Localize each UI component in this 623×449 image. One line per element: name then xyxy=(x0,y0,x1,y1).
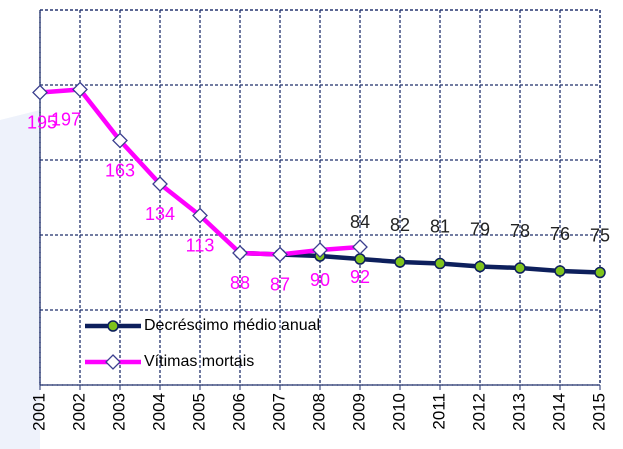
legend-label: Vítimas mortais xyxy=(144,353,254,370)
marker xyxy=(554,265,566,277)
marker xyxy=(474,260,486,273)
x-tick-label: 2015 xyxy=(589,393,608,431)
data-label: 90 xyxy=(310,270,330,290)
x-tick-label: 2005 xyxy=(189,393,208,431)
data-label: 92 xyxy=(350,267,370,287)
x-tick-label: 2014 xyxy=(549,393,568,431)
data-label: 75 xyxy=(590,225,610,245)
data-label: 84 xyxy=(350,212,370,232)
x-tick-label: 2006 xyxy=(229,393,248,431)
legend-marker xyxy=(107,320,119,332)
data-label: 134 xyxy=(145,204,175,224)
marker xyxy=(192,207,208,224)
marker xyxy=(112,132,128,149)
marker xyxy=(352,239,368,255)
marker xyxy=(32,84,48,101)
data-label: 87 xyxy=(270,274,290,294)
x-tick-label: 2013 xyxy=(509,393,528,431)
data-label: 81 xyxy=(430,216,450,236)
x-tick-label: 2008 xyxy=(309,393,328,431)
data-label: 195 xyxy=(27,112,57,132)
marker xyxy=(232,245,248,261)
marker xyxy=(434,257,446,270)
x-tick-label: 2004 xyxy=(149,393,168,431)
marker xyxy=(394,256,406,268)
data-label: 76 xyxy=(550,224,570,244)
marker xyxy=(354,253,366,265)
marker xyxy=(152,176,168,192)
x-tick-label: 2001 xyxy=(29,393,48,431)
data-label: 197 xyxy=(51,109,81,129)
marker xyxy=(72,81,88,98)
x-tick-label: 2007 xyxy=(269,393,288,431)
x-tick-label: 2010 xyxy=(389,393,408,431)
x-tick-label: 2002 xyxy=(69,393,88,431)
data-label: 78 xyxy=(510,221,530,241)
data-label: 82 xyxy=(390,215,410,235)
x-tick-label: 2011 xyxy=(429,393,448,430)
legend-marker xyxy=(105,354,121,370)
marker xyxy=(312,242,328,258)
data-label: 79 xyxy=(470,219,490,239)
marker xyxy=(514,262,526,274)
x-tick-label: 2003 xyxy=(109,393,128,431)
marker xyxy=(594,266,606,279)
marker xyxy=(272,246,288,263)
x-tick-label: 2012 xyxy=(469,393,488,431)
background-shape xyxy=(0,110,40,449)
x-tick-label: 2009 xyxy=(349,393,368,431)
data-label: 113 xyxy=(186,235,215,255)
legend-label: Decréscimo médio anual xyxy=(144,317,320,334)
data-label: 88 xyxy=(230,273,250,293)
data-label: 163 xyxy=(105,160,135,180)
series-line xyxy=(239,250,601,275)
